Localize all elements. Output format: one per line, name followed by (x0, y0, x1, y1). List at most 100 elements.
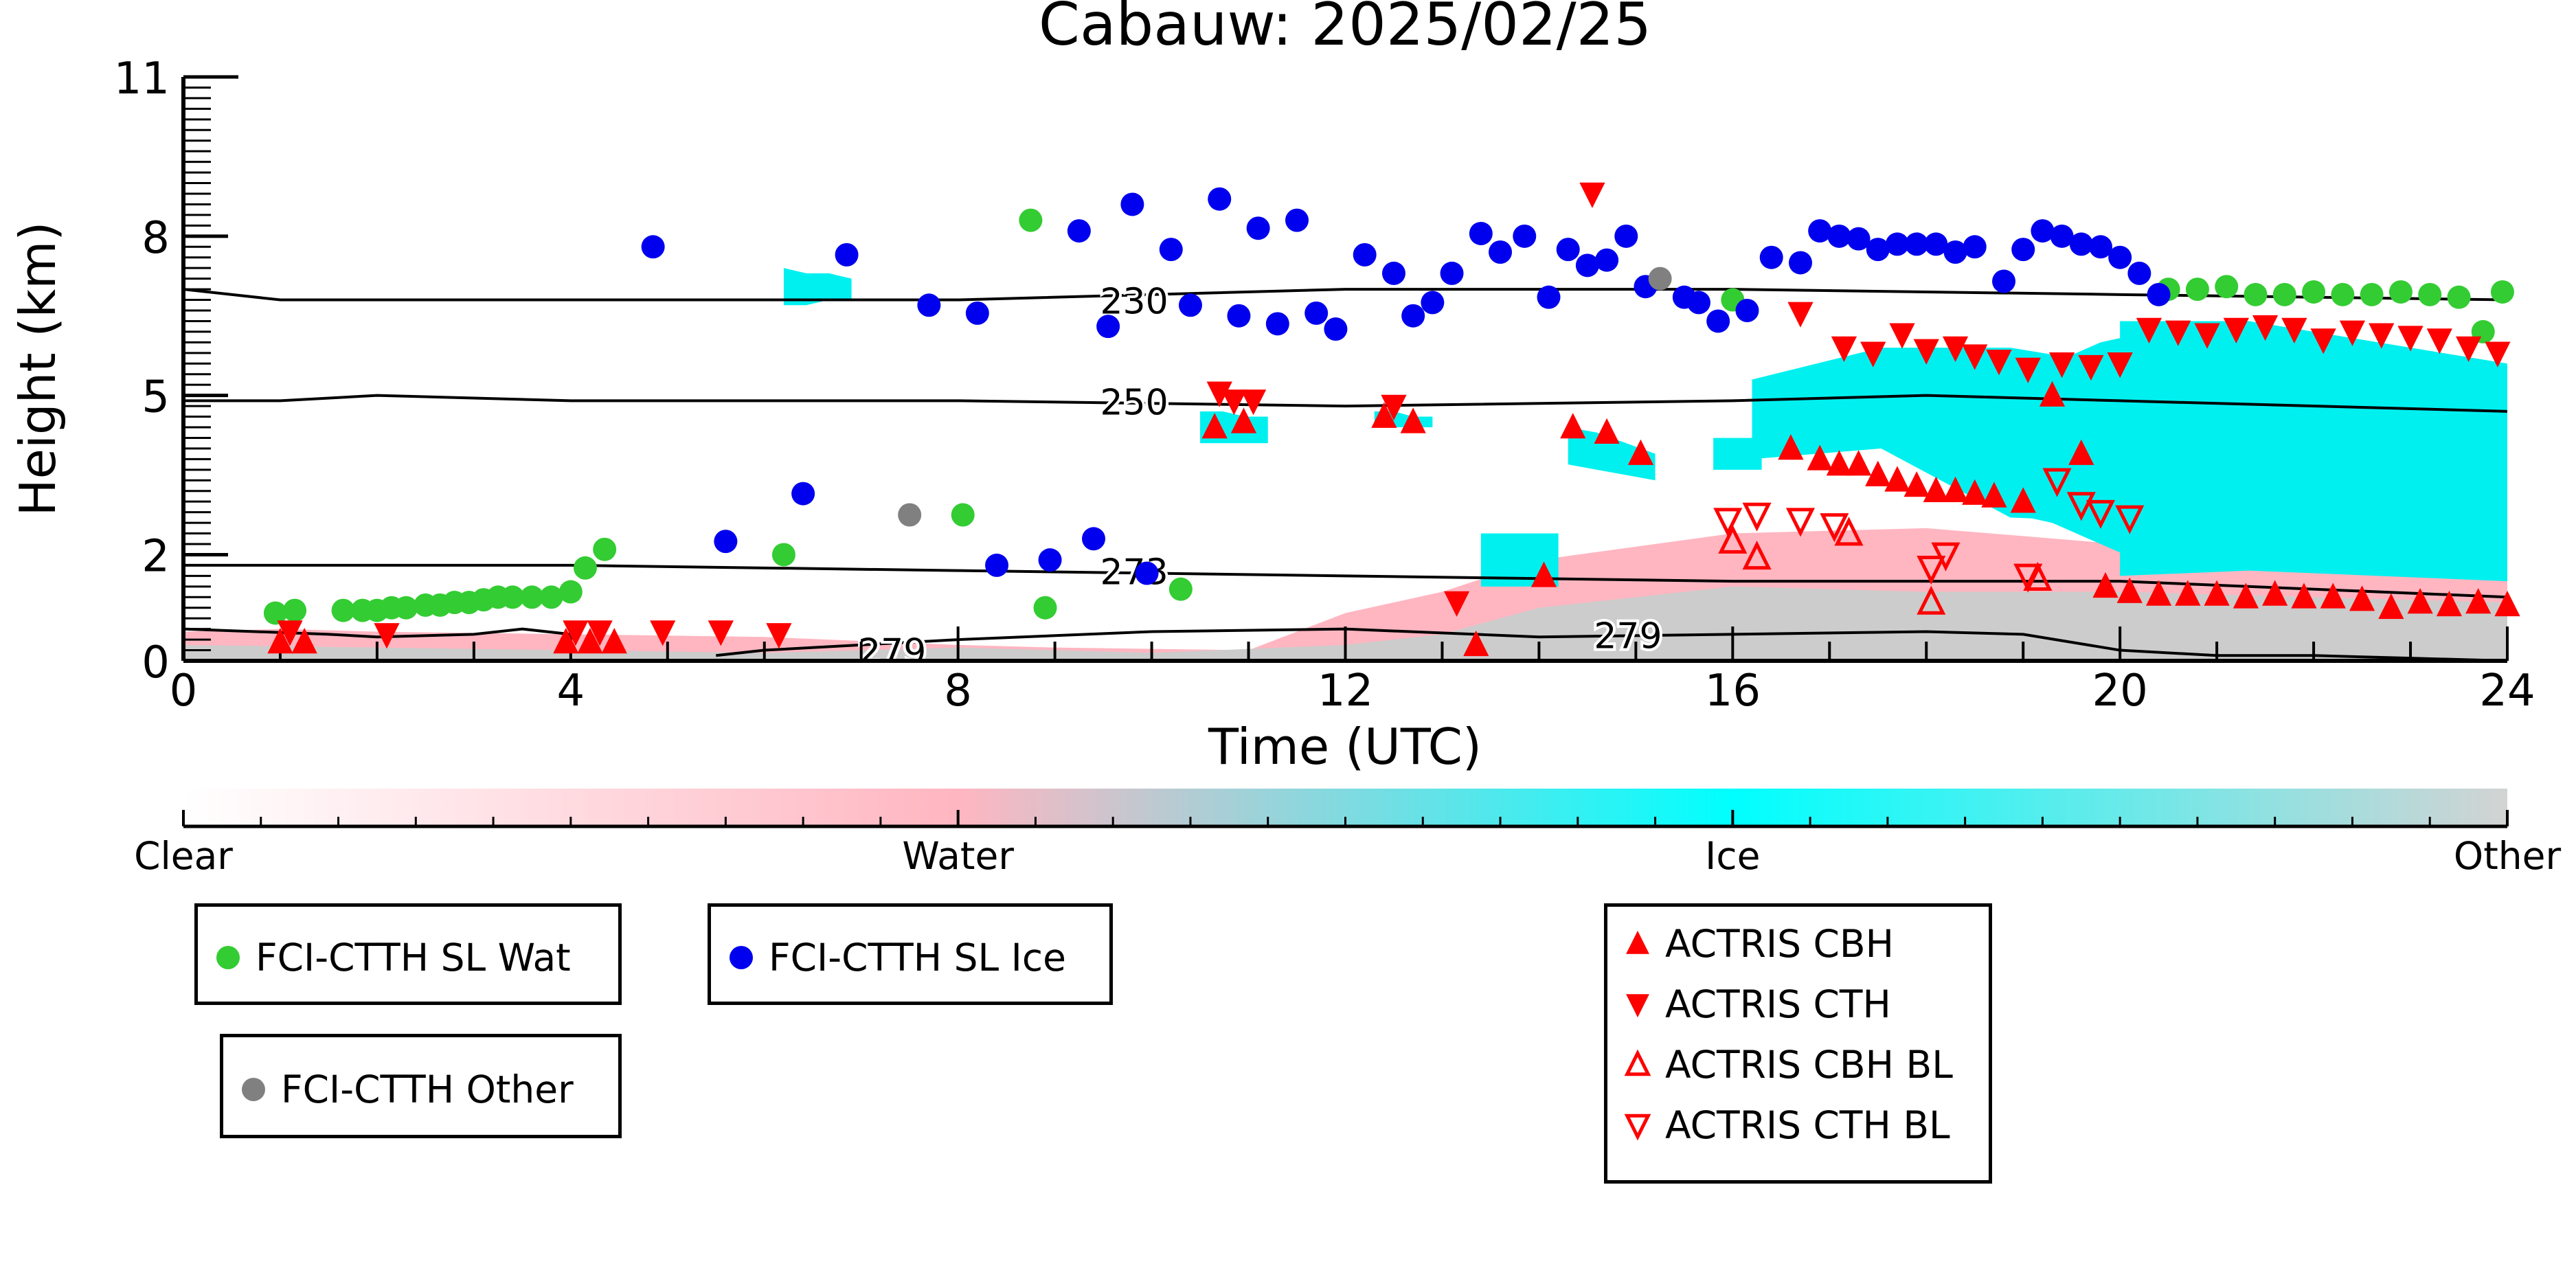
point-0-26 (2185, 278, 2209, 302)
point-4-8 (1221, 389, 1247, 416)
point-4-6 (766, 623, 792, 649)
point-0-29 (2272, 282, 2296, 306)
ice-region-7 (783, 268, 852, 306)
point-1-41 (1789, 251, 1813, 275)
point-0-2 (331, 598, 355, 622)
point-0-22 (1033, 596, 1057, 620)
point-0-34 (2418, 282, 2442, 306)
point-1-21 (1324, 317, 1348, 341)
point-0-32 (2360, 282, 2384, 306)
point-1-33 (1595, 248, 1619, 272)
point-1-12 (1135, 561, 1159, 585)
y-tick-label-4: 11 (114, 54, 170, 104)
point-3-0 (267, 628, 293, 654)
x-axis-label: Time (UTC) (1208, 718, 1482, 776)
point-4-1 (374, 623, 400, 649)
point-1-50 (1963, 235, 1987, 259)
point-4-9 (1240, 389, 1267, 416)
legend-ice: FCI-CTTH SL Ice (708, 903, 1113, 1005)
axes: 0 4 8 12 16 20 24 0 2 5 8 11 (114, 54, 2535, 716)
legend-actris: ACTRIS CBH ACTRIS CTH ACTRIS CBH BL ACTRIS … (1604, 903, 1992, 1184)
point-4-37 (2485, 341, 2511, 368)
point-4-19 (1962, 344, 1988, 370)
point-0-16 (558, 580, 583, 604)
point-0-37 (2490, 280, 2514, 304)
point-0-27 (2215, 275, 2239, 299)
point-1-0 (641, 235, 665, 259)
point-1-54 (2050, 224, 2074, 248)
point-3-9 (1463, 630, 1489, 657)
point-3-17 (1845, 450, 1872, 476)
ice-region-2 (2004, 331, 2149, 565)
point-3-28 (2092, 572, 2119, 598)
point-3-4 (601, 628, 627, 654)
point-3-38 (2378, 593, 2404, 620)
point-3-32 (2204, 580, 2230, 606)
legend-triangle-up-icon (1626, 930, 1649, 954)
point-1-59 (2147, 282, 2171, 306)
point-0-6 (394, 596, 418, 620)
point-4-17 (1913, 339, 1939, 365)
point-3-37 (2349, 585, 2375, 611)
point-3-35 (2291, 583, 2317, 609)
point-0-21 (1019, 208, 1043, 232)
legend-marker (1626, 930, 1649, 954)
legend-item: ACTRIS CBH (1607, 916, 1894, 971)
point-3-2 (553, 628, 579, 654)
legend-label: ACTRIS CBH BL (1665, 1043, 1953, 1087)
legend-other: FCI-CTTH Other (220, 1034, 622, 1138)
point-4-21 (2015, 357, 2041, 383)
legend-marker (730, 946, 753, 969)
point-4-23 (2078, 354, 2104, 381)
point-1-26 (1440, 261, 1464, 285)
point-4-28 (2223, 317, 2249, 343)
point-1-14 (1178, 293, 1202, 317)
point-3-23 (1962, 479, 1988, 505)
point-1-48 (1924, 232, 1948, 256)
point-1-13 (1159, 238, 1183, 262)
point-6-5 (1931, 542, 1961, 572)
legend-item: ACTRIS CBH BL (1607, 1037, 1953, 1092)
point-1-32 (1575, 253, 1599, 278)
series-markers (263, 182, 2520, 657)
colorbar-label-1: Water (902, 834, 1014, 878)
point-4-5 (708, 620, 734, 646)
point-0-23 (1168, 577, 1193, 601)
point-1-34 (1614, 224, 1638, 248)
legend-item: FCI-CTTH Other (223, 1062, 574, 1117)
point-4-16 (1889, 323, 1915, 349)
x-tick-label-5: 20 (2092, 666, 2147, 716)
legend-item: FCI-CTTH SL Wat (198, 930, 571, 985)
point-1-11 (1120, 192, 1144, 216)
point-1-17 (1246, 216, 1270, 240)
point-3-8 (1400, 407, 1426, 433)
point-3-34 (2262, 580, 2288, 606)
point-3-19 (1884, 466, 1910, 492)
colorbar-label-0: Clear (134, 834, 233, 878)
point-3-7 (1371, 402, 1397, 428)
point-3-36 (2320, 583, 2346, 609)
point-1-49 (1943, 240, 1967, 264)
legend-circle-icon (730, 946, 753, 969)
point-4-30 (2281, 317, 2307, 343)
series-actris-cbh-bl (1718, 517, 2053, 615)
point-2-0 (898, 503, 922, 527)
point-5-0 (1718, 524, 1748, 554)
point-3-6 (1230, 407, 1257, 433)
point-1-52 (2011, 238, 2035, 262)
legend-circle-icon (242, 1078, 265, 1101)
point-6-4 (1917, 555, 1946, 585)
series-actris-cth (277, 182, 2511, 649)
colorbar: Clear Water Ice Other (134, 789, 2561, 878)
point-4-33 (2369, 323, 2395, 349)
point-3-16 (1826, 450, 1853, 476)
point-0-18 (593, 537, 617, 561)
point-1-19 (1285, 208, 1309, 232)
point-3-1 (291, 628, 317, 654)
ice-region-1 (2120, 321, 2507, 582)
point-4-24 (2107, 352, 2133, 379)
chart-title: Cabauw: 2025/02/25 (1039, 0, 1651, 59)
point-3-31 (2175, 580, 2201, 606)
point-0-17 (573, 556, 597, 580)
x-tick-label-6: 24 (2479, 666, 2535, 716)
